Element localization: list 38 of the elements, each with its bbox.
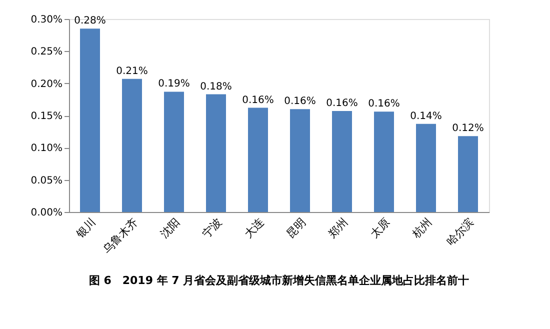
x-tick-label: 宁波 xyxy=(200,216,224,241)
bar xyxy=(290,109,310,212)
data-label: 0.16% xyxy=(326,98,358,109)
data-label: 0.19% xyxy=(158,78,190,90)
x-tick-label: 乌鲁木齐 xyxy=(100,216,140,256)
bar xyxy=(374,112,394,212)
bar xyxy=(122,78,142,212)
bar xyxy=(248,108,268,212)
data-label: 0.18% xyxy=(200,81,232,92)
x-tick-label: 太原 xyxy=(368,216,392,241)
x-tick-label: 郑州 xyxy=(326,216,350,241)
data-label: 0.14% xyxy=(410,110,442,122)
bar xyxy=(416,124,436,212)
x-tick-label: 沈阳 xyxy=(158,216,182,241)
data-label: 0.16% xyxy=(284,96,316,108)
bar xyxy=(332,110,352,212)
data-label: 0.21% xyxy=(116,66,148,77)
x-tick-label: 杭州 xyxy=(409,216,434,242)
bar xyxy=(164,92,184,212)
y-tick-label: 0.15% xyxy=(30,111,62,122)
data-label: 0.28% xyxy=(74,16,106,27)
x-tick-label: 昆明 xyxy=(284,216,308,241)
y-tick-label: 0.30% xyxy=(30,14,62,26)
y-tick-label: 0.25% xyxy=(30,46,62,58)
bar xyxy=(80,28,100,212)
y-tick-label: 0.05% xyxy=(30,175,62,186)
data-label: 0.16% xyxy=(368,98,400,110)
caption: 图 6 2019 年 7 月省会及副省级城市新增失信黑名单企业属地占比排名前十 xyxy=(88,274,470,287)
bar xyxy=(458,136,478,212)
data-label: 0.12% xyxy=(452,123,484,134)
y-tick-label: 0.10% xyxy=(30,143,62,154)
bar xyxy=(206,94,226,212)
data-label: 0.16% xyxy=(242,94,274,106)
y-tick-label: 0.00% xyxy=(30,208,62,218)
y-tick-label: 0.20% xyxy=(30,78,62,90)
x-tick-label: 哈尔滨 xyxy=(444,216,476,248)
x-tick-label: 大连 xyxy=(242,216,266,241)
x-tick-label: 银川 xyxy=(73,216,98,242)
